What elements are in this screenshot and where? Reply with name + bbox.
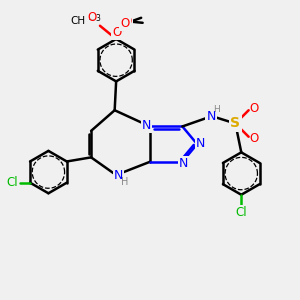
Text: N: N	[114, 169, 123, 182]
Text: N: N	[206, 110, 216, 123]
Text: CH: CH	[70, 16, 85, 26]
Text: O: O	[249, 132, 259, 145]
Text: H: H	[213, 105, 220, 114]
Text: methoxy: methoxy	[89, 19, 95, 20]
Text: O: O	[120, 17, 130, 30]
Text: Cl: Cl	[236, 206, 247, 219]
Text: O: O	[112, 26, 122, 39]
Text: N: N	[196, 137, 205, 150]
Text: O: O	[123, 15, 132, 28]
Text: S: S	[230, 116, 240, 130]
Text: H: H	[121, 176, 129, 187]
Text: 3: 3	[95, 14, 100, 23]
Text: Cl: Cl	[6, 176, 18, 189]
Text: O: O	[87, 11, 97, 24]
Text: O: O	[249, 102, 259, 115]
Text: N: N	[179, 157, 188, 170]
Text: N: N	[142, 119, 151, 132]
